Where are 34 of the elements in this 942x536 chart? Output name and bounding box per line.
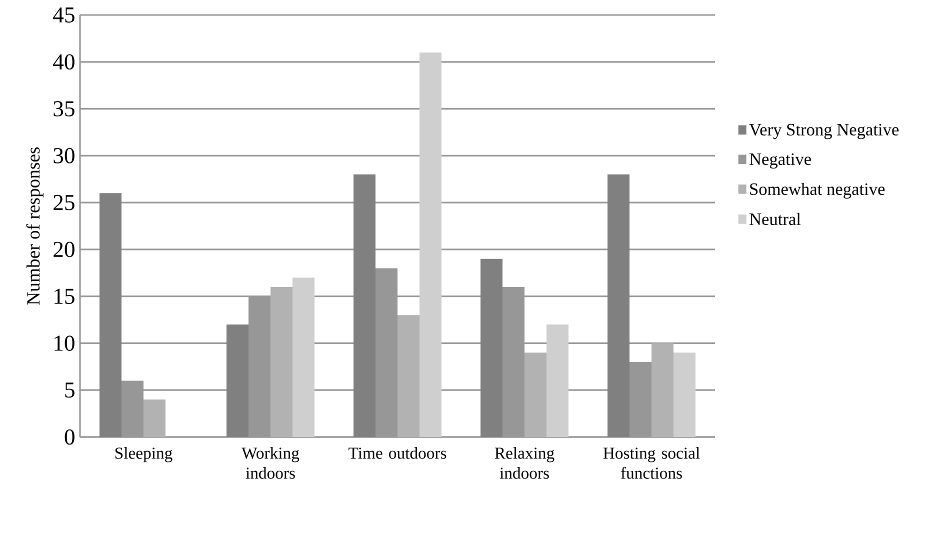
bar	[354, 174, 376, 437]
legend-label: Negative	[749, 153, 811, 169]
y-tick-label: 30	[54, 148, 74, 164]
legend-label: Somewhat negative	[750, 182, 885, 199]
y-tick-label: 45	[53, 7, 74, 23]
x-tick-label: Sleeping	[115, 447, 172, 462]
x-tick-label: Relaxing indoors	[494, 447, 554, 479]
y-axis-title: Number of responses	[26, 147, 44, 305]
x-tick-label: Time outdoors	[348, 447, 446, 459]
y-tick-label: 10	[54, 336, 74, 351]
y-tick-label: 40	[53, 54, 74, 70]
y-tick-label: 25	[54, 194, 74, 210]
bar	[100, 193, 122, 437]
bar	[652, 343, 674, 437]
bar	[546, 324, 569, 437]
y-tick-label: 0	[64, 429, 74, 445]
legend-label: Very Strong Negative	[749, 124, 899, 140]
bar	[292, 278, 315, 437]
bar	[524, 352, 547, 437]
bar	[674, 352, 696, 437]
bar	[226, 324, 249, 437]
y-tick-label: 35	[54, 101, 74, 116]
y-tick-label: 5	[65, 382, 74, 398]
bar	[608, 174, 630, 437]
y-tick-label: 15	[54, 288, 74, 304]
bar	[480, 258, 503, 437]
y-tick-label: 20	[54, 242, 74, 258]
bar	[270, 286, 293, 437]
bar	[398, 315, 420, 437]
x-tick-label: Working indoors	[242, 447, 300, 479]
x-tick-label: Hosting social functions	[603, 447, 700, 479]
bar	[144, 399, 166, 437]
bar	[420, 52, 442, 437]
legend-label: Neutral	[749, 212, 801, 226]
